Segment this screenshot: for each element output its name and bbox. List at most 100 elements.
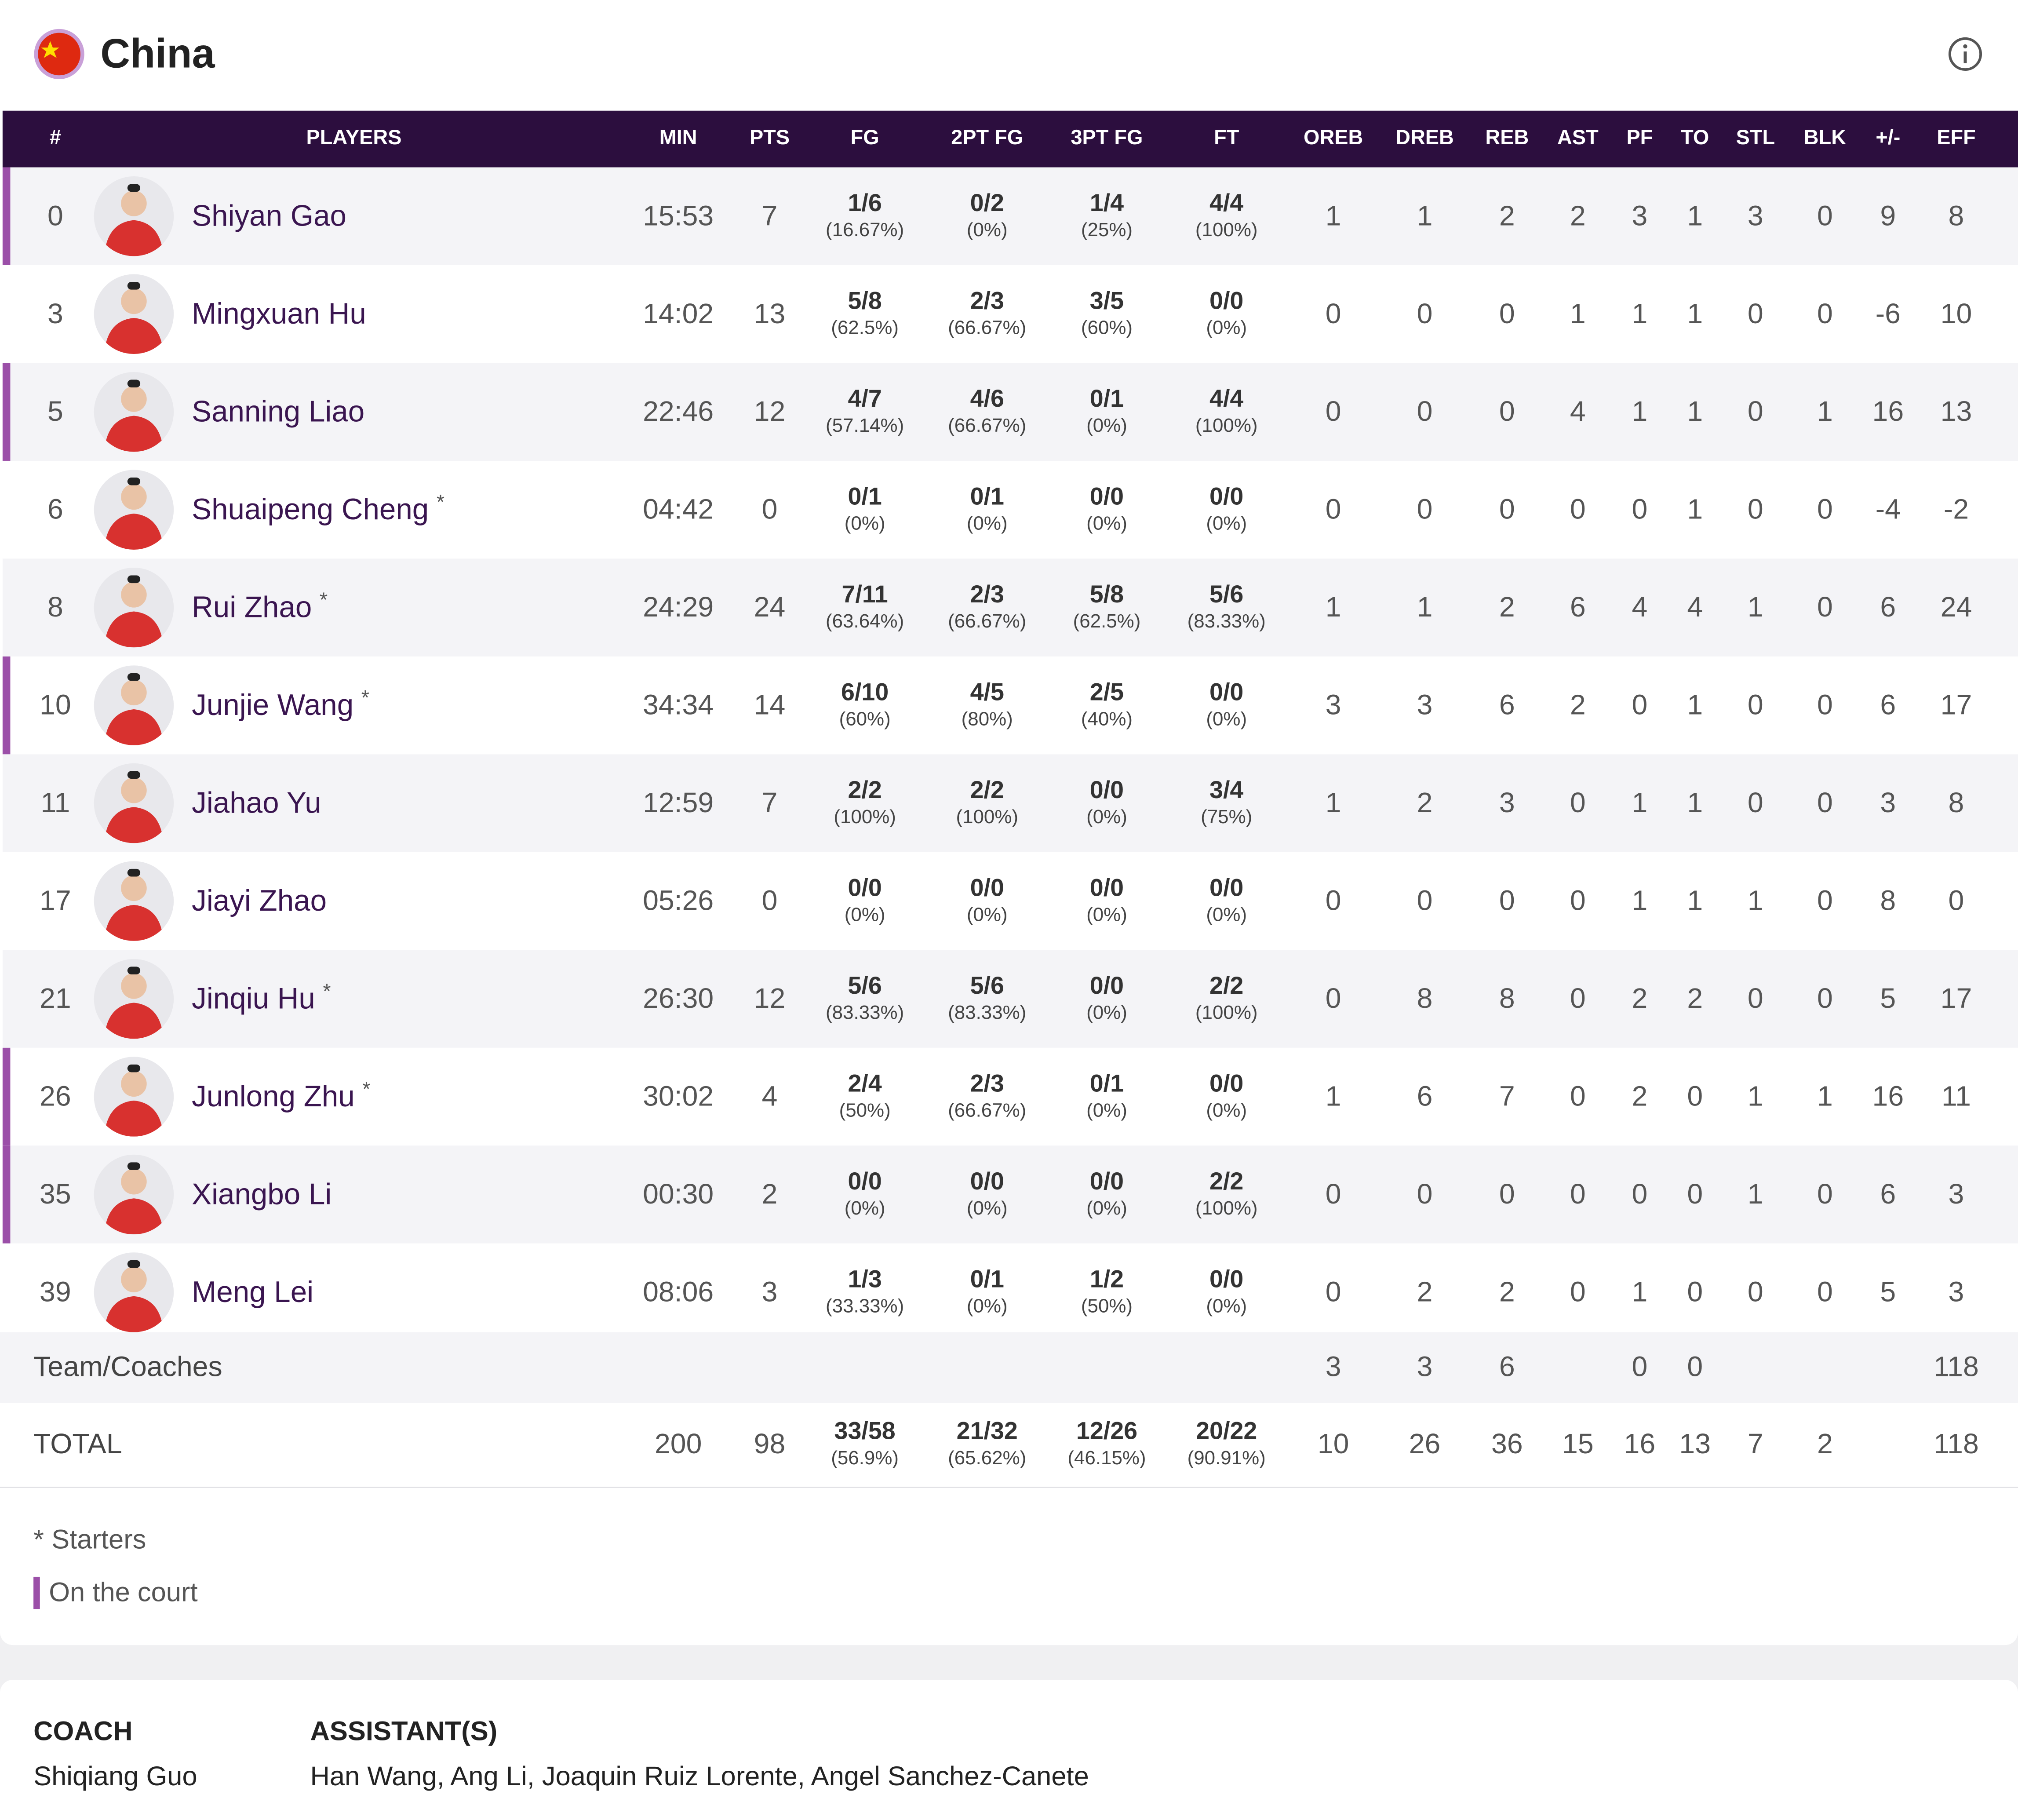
shot-made: 0/0 — [1209, 288, 1244, 316]
stat-cell: 0 — [1817, 689, 1833, 721]
legend-star: * — [33, 1525, 44, 1555]
stat-cell: 12 — [754, 395, 786, 427]
stat-cell: 16 — [1872, 395, 1904, 427]
stat-cell: 0 — [1747, 395, 1763, 427]
column-header: FG — [850, 127, 879, 150]
column-header: PLAYERS — [306, 127, 402, 150]
stat-cell: 0 — [761, 884, 778, 917]
stat-cell: 0 — [1747, 786, 1763, 819]
stat-cell: 24:29 — [643, 591, 714, 623]
shot-made: 4/7 — [848, 386, 882, 413]
shot-made: 0/0 — [970, 875, 1004, 903]
shot-pct: (62.5%) — [1073, 611, 1141, 633]
stat-cell: 15:53 — [643, 199, 714, 232]
player-row — [2, 460, 2018, 559]
stat-cell: 0 — [1817, 1275, 1833, 1308]
player-name: Junjie Wang * — [192, 688, 369, 723]
stat-cell: 2 — [1570, 689, 1586, 721]
shot-made: 2/3 — [970, 582, 1004, 609]
stat-cell: 7 — [1499, 1080, 1515, 1112]
on-court-bar — [2, 167, 11, 266]
legend-on-court: On the court — [49, 1578, 198, 1608]
photo-art — [104, 1064, 164, 1137]
stat-cell: 0 — [1747, 689, 1763, 721]
photo-art — [104, 282, 164, 354]
player-name-text[interactable]: Jiayi Zhao — [192, 883, 327, 917]
stat-cell: 1 — [1417, 199, 1433, 232]
stat-cell: 0 — [761, 493, 778, 525]
starter-mark: * — [319, 590, 328, 612]
player-name-text[interactable]: Mingxuan Hu — [192, 296, 366, 330]
starter-mark: * — [361, 688, 369, 710]
shot-pct: (0%) — [1086, 513, 1127, 535]
stat-cell: 13 — [1679, 1427, 1711, 1460]
shot-made: 2/2 — [1209, 1168, 1244, 1196]
player-name-text[interactable]: Meng Lei — [192, 1275, 314, 1309]
stat-cell: 1 — [1687, 884, 1703, 917]
player-name-text[interactable]: Junjie Wang — [192, 688, 354, 722]
shot-pct: (83.33%) — [948, 1002, 1027, 1024]
shot-pct: (50%) — [1081, 1295, 1133, 1318]
player-name-text[interactable]: Jinqiu Hu — [192, 981, 315, 1015]
stat-cell: 0 — [1747, 493, 1763, 525]
stat-cell: 0 — [1417, 1178, 1433, 1210]
shot-pct: (0%) — [1086, 415, 1127, 437]
player-name-text[interactable]: Shiyan Gao — [192, 199, 347, 233]
stat-cell: 11 — [1942, 1080, 1971, 1112]
stat-cell: 1 — [1632, 395, 1648, 427]
player-name-text[interactable]: Sanning Liao — [192, 394, 365, 428]
stat-cell: 1 — [1417, 591, 1433, 623]
stat-cell: 2 — [761, 1178, 778, 1210]
stat-cell: 8 — [1948, 199, 1964, 232]
stat-cell: 7 — [761, 786, 778, 819]
shot-made: 0/0 — [1209, 875, 1244, 903]
stat-cell: 0 — [1817, 1178, 1833, 1210]
photo-art — [104, 771, 164, 843]
shot-pct: (0%) — [966, 513, 1008, 535]
player-number: 11 — [40, 786, 70, 819]
shot-made: 4/5 — [970, 679, 1004, 707]
stat-cell: 200 — [654, 1427, 702, 1460]
stat-cell: 6 — [1880, 689, 1896, 721]
column-header: # — [49, 127, 61, 150]
shot-made: 12/26 — [1076, 1418, 1138, 1446]
stat-cell: 2 — [1632, 982, 1648, 1014]
shot-made: 33/58 — [834, 1418, 896, 1446]
stat-cell: 8 — [1880, 884, 1896, 917]
shot-pct: (66.67%) — [948, 611, 1027, 633]
stat-cell: 36 — [1491, 1427, 1523, 1460]
photo-art — [104, 1260, 164, 1332]
stat-cell: 05:26 — [643, 884, 714, 917]
player-name-text[interactable]: Xiangbo Li — [192, 1177, 332, 1211]
stat-cell: 3 — [1632, 199, 1648, 232]
shot-pct: (83.33%) — [1187, 611, 1266, 633]
shot-made: 4/4 — [1209, 190, 1244, 218]
player-name: Sanning Liao — [192, 394, 364, 429]
coach-label: COACH — [33, 1717, 133, 1747]
player-name-text[interactable]: Rui Zhao — [192, 590, 312, 624]
stat-cell: 1 — [1632, 1275, 1648, 1308]
stat-cell: 0 — [1417, 884, 1433, 917]
stat-cell: 10 — [1940, 297, 1972, 330]
shot-made: 1/3 — [848, 1266, 882, 1294]
shot-pct: (100%) — [1195, 1002, 1258, 1024]
stat-cell: 2 — [1499, 1275, 1515, 1308]
player-number: 39 — [40, 1275, 71, 1308]
stat-cell: 0 — [1817, 982, 1833, 1014]
stat-cell: 3 — [1948, 1178, 1964, 1210]
info-button[interactable] — [1947, 36, 1983, 72]
shot-pct: (60%) — [839, 708, 891, 731]
shot-made: 1/6 — [848, 190, 882, 218]
shot-made: 0/0 — [848, 1168, 882, 1196]
shot-made: 0/0 — [1209, 484, 1244, 511]
stat-cell: 1 — [1747, 591, 1763, 623]
stat-cell: 16 — [1624, 1427, 1656, 1460]
player-number: 17 — [40, 884, 71, 917]
player-name: Xiangbo Li — [192, 1177, 331, 1212]
stat-cell: 0 — [1948, 884, 1964, 917]
player-name-text[interactable]: Jiahao Yu — [192, 786, 321, 820]
player-name-text[interactable]: Shuaipeng Cheng — [192, 492, 429, 526]
player-name-text[interactable]: Junlong Zhu — [192, 1079, 355, 1113]
player-row — [2, 1047, 2018, 1146]
shot-made: 2/4 — [848, 1071, 882, 1098]
